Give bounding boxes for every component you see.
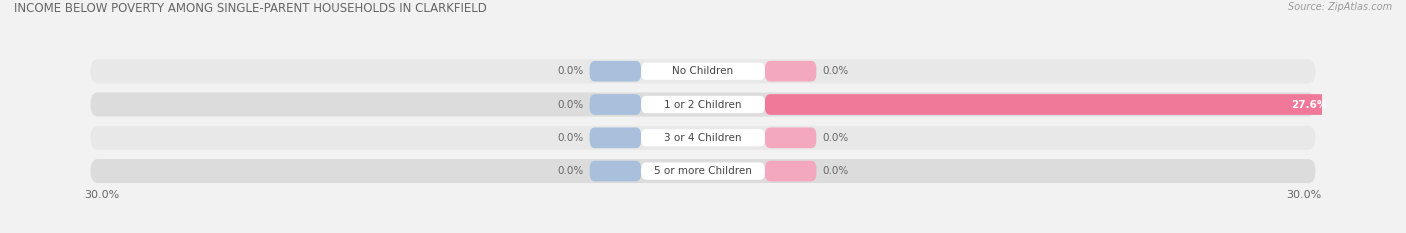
FancyBboxPatch shape xyxy=(641,63,765,80)
FancyBboxPatch shape xyxy=(589,61,641,82)
FancyBboxPatch shape xyxy=(765,127,817,148)
FancyBboxPatch shape xyxy=(765,94,1334,115)
FancyBboxPatch shape xyxy=(589,127,641,148)
FancyBboxPatch shape xyxy=(641,96,765,113)
Text: 30.0%: 30.0% xyxy=(1286,190,1322,200)
Text: 5 or more Children: 5 or more Children xyxy=(654,166,752,176)
FancyBboxPatch shape xyxy=(641,129,765,147)
FancyBboxPatch shape xyxy=(90,93,1316,116)
Text: 0.0%: 0.0% xyxy=(823,66,849,76)
Text: 30.0%: 30.0% xyxy=(84,190,120,200)
FancyBboxPatch shape xyxy=(90,59,1316,83)
Text: 0.0%: 0.0% xyxy=(557,133,583,143)
Text: 0.0%: 0.0% xyxy=(557,99,583,110)
FancyBboxPatch shape xyxy=(90,159,1316,183)
FancyBboxPatch shape xyxy=(641,162,765,180)
FancyBboxPatch shape xyxy=(90,126,1316,150)
Text: 3 or 4 Children: 3 or 4 Children xyxy=(664,133,742,143)
Text: 0.0%: 0.0% xyxy=(557,66,583,76)
FancyBboxPatch shape xyxy=(589,94,641,115)
Text: 27.6%: 27.6% xyxy=(1292,99,1327,110)
Text: 0.0%: 0.0% xyxy=(823,133,849,143)
FancyBboxPatch shape xyxy=(589,161,641,182)
Text: Source: ZipAtlas.com: Source: ZipAtlas.com xyxy=(1288,2,1392,12)
FancyBboxPatch shape xyxy=(765,61,817,82)
Text: INCOME BELOW POVERTY AMONG SINGLE-PARENT HOUSEHOLDS IN CLARKFIELD: INCOME BELOW POVERTY AMONG SINGLE-PARENT… xyxy=(14,2,486,15)
Text: 0.0%: 0.0% xyxy=(557,166,583,176)
Text: 1 or 2 Children: 1 or 2 Children xyxy=(664,99,742,110)
FancyBboxPatch shape xyxy=(765,161,817,182)
Text: No Children: No Children xyxy=(672,66,734,76)
Text: 0.0%: 0.0% xyxy=(823,166,849,176)
